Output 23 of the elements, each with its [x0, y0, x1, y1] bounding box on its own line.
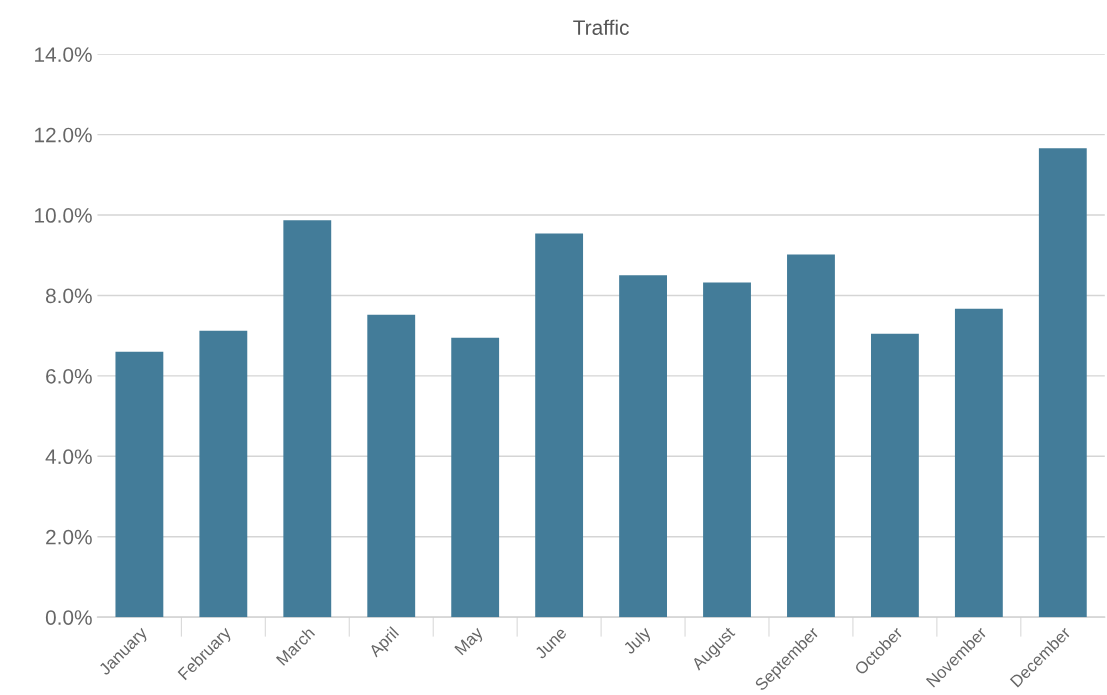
y-tick-label: 10.0% — [35, 208, 92, 223]
chart-title: Traffic — [573, 19, 629, 35]
y-tick-label: 12.0% — [35, 127, 92, 143]
x-tick-label: July — [622, 625, 655, 658]
bar — [283, 220, 332, 618]
y-tick-label: 0.0% — [45, 610, 92, 625]
bar — [367, 314, 416, 618]
bar — [619, 275, 667, 618]
x-tick-label: May — [454, 625, 487, 658]
bar — [451, 337, 500, 618]
y-tick-label: 14.0% — [35, 47, 92, 62]
bar — [787, 254, 835, 618]
bar — [703, 282, 751, 618]
bar — [1038, 148, 1087, 618]
bar — [954, 308, 1003, 618]
bar — [870, 333, 919, 618]
bar — [535, 233, 584, 618]
bar — [199, 330, 248, 618]
bar — [115, 351, 164, 618]
y-tick-label: 8.0% — [45, 288, 92, 304]
y-tick-label: 2.0% — [46, 529, 92, 545]
y-tick-label: 4.0% — [45, 449, 92, 465]
y-tick-label: 6.0% — [46, 368, 92, 384]
